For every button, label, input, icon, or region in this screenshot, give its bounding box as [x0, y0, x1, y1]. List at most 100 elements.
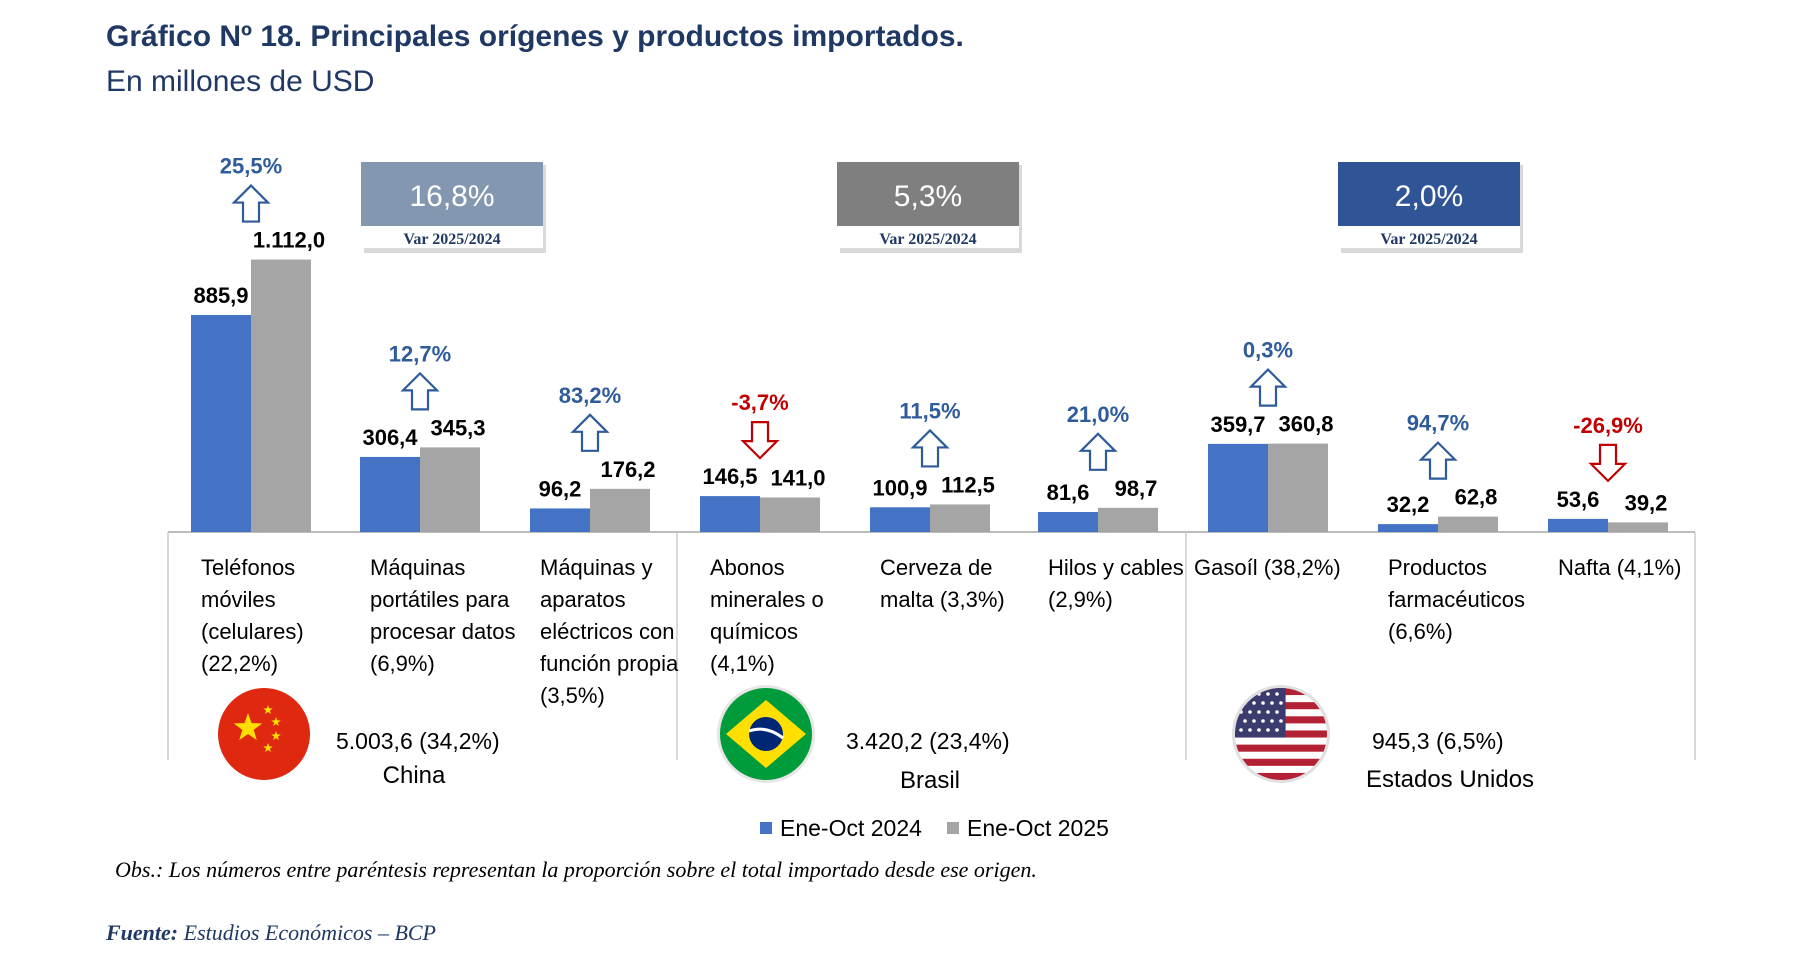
category-label: (6,6%) [1388, 619, 1453, 644]
bar-2025 [420, 447, 480, 532]
china-flag-icon [218, 688, 310, 780]
category-label: portátiles para [370, 587, 510, 612]
legend-swatch-2024 [760, 822, 772, 834]
bar-2025 [760, 497, 820, 532]
variation-label: 25,5% [220, 154, 282, 179]
footnote: Obs.: Los números entre paréntesis repre… [115, 857, 1037, 882]
category-label: Máquinas y [540, 555, 653, 580]
up-arrow-icon [231, 184, 271, 223]
flag-star-icon [233, 713, 263, 741]
country-summary: 3.420,2 (23,4%) [846, 728, 1010, 754]
flag-star-icon [1266, 710, 1270, 714]
category-label: (2,9%) [1048, 587, 1113, 612]
data-label-2025: 176,2 [600, 457, 655, 482]
bar-2025 [590, 488, 650, 532]
flag-star-icon [1257, 728, 1261, 732]
bar-2024 [1548, 518, 1608, 532]
category-label: farmacéuticos [1388, 587, 1525, 612]
bar-2024 [1038, 512, 1098, 532]
country-summary: 5.003,6 (34,2%) [336, 728, 500, 754]
variation-label: -26,9% [1573, 413, 1643, 438]
flag-star-icon [1252, 719, 1256, 723]
category-label: químicos [710, 619, 798, 644]
variation-box-footer [1338, 226, 1520, 248]
flag-band-icon [748, 727, 784, 740]
category-label: Abonos [710, 555, 785, 580]
bar-2025 [1608, 522, 1668, 532]
category-label: aparatos [540, 587, 626, 612]
category-label: (4,1%) [710, 651, 775, 676]
up-arrow-icon [1418, 441, 1458, 480]
data-label-2024: 146,5 [702, 464, 757, 489]
category-label: móviles [201, 587, 276, 612]
flag-star-icon [1261, 701, 1265, 705]
category-label: Productos [1388, 555, 1487, 580]
up-arrow-icon [400, 371, 440, 411]
up-arrow-icon [1078, 432, 1118, 471]
variation-label: 94,7% [1407, 411, 1469, 436]
bar-2025 [1098, 507, 1158, 532]
flag-stripe [1235, 758, 1327, 767]
data-label-2024: 100,9 [872, 475, 927, 500]
data-label-2024: 53,6 [1557, 487, 1600, 512]
data-label-2024: 359,7 [1210, 412, 1265, 437]
flag-stripe [1235, 744, 1327, 753]
flag-star-icon [263, 743, 273, 752]
bar-2024 [191, 314, 251, 532]
usa-flag-icon [1235, 688, 1327, 780]
variation-label: 0,3% [1243, 338, 1293, 363]
variation-box [837, 162, 1019, 226]
bar-2024 [1208, 443, 1268, 532]
bar-2025 [1268, 443, 1328, 532]
variation-box-footer [361, 226, 543, 248]
country-summary: 945,3 (6,5%) [1372, 728, 1504, 754]
flag-stripe [1235, 737, 1327, 746]
category-label: (3,5%) [540, 683, 605, 708]
data-label-2025: 141,0 [770, 465, 825, 490]
flag-globe-icon [749, 717, 783, 751]
source-text: Estudios Económicos – BCP [178, 920, 436, 945]
category-label: (6,9%) [370, 651, 435, 676]
variation-label: -3,7% [731, 390, 788, 415]
flag-star-icon [1257, 710, 1261, 714]
flag-stripe [1235, 772, 1327, 780]
data-label-2025: 345,3 [430, 415, 485, 440]
bar-2024 [530, 508, 590, 532]
flag-star-icon [1243, 719, 1247, 723]
bar-2024 [700, 496, 760, 532]
flag-star-icon [1275, 692, 1279, 696]
category-label: eléctricos con [540, 619, 675, 644]
variation-box-label: Var 2025/2024 [403, 231, 500, 248]
flag-star-icon [1275, 710, 1279, 714]
flag-star-icon [263, 705, 273, 714]
variation-box-percent: 2,0% [1395, 180, 1463, 213]
data-label-2024: 306,4 [362, 425, 418, 450]
legend-label-2024: Ene-Oct 2024 [780, 815, 922, 841]
variation-label: 12,7% [389, 341, 451, 366]
flag-star-icon [1239, 728, 1243, 732]
data-label-2024: 96,2 [539, 476, 582, 501]
flag-star-icon [1239, 692, 1243, 696]
category-label: Cerveza de [880, 555, 993, 580]
category-label: Hilos y cables [1048, 555, 1184, 580]
country-name: China [383, 762, 446, 789]
category-label: minerales o [710, 587, 824, 612]
flag-star-icon [1279, 701, 1283, 705]
bar-2025 [251, 259, 311, 532]
data-label-2024: 32,2 [1387, 492, 1430, 517]
flag-star-icon [1248, 728, 1252, 732]
variation-label: 11,5% [899, 398, 960, 423]
data-label-2025: 112,5 [941, 472, 995, 497]
up-arrow-icon [1248, 368, 1288, 407]
chart-subtitle: En millones de USD [106, 65, 374, 98]
flag-star-icon [1248, 710, 1252, 714]
down-arrow-icon [1588, 443, 1628, 483]
variation-box-footer [837, 226, 1019, 248]
chart-title: Gráfico Nº 18. Principales orígenes y pr… [106, 20, 964, 53]
bar-2025 [930, 504, 990, 532]
down-arrow-icon [740, 421, 780, 460]
legend-swatch-2025 [947, 822, 959, 834]
data-label-2025: 62,8 [1455, 485, 1498, 510]
flag-stripe [1235, 751, 1327, 760]
flag-star-icon [1266, 728, 1270, 732]
